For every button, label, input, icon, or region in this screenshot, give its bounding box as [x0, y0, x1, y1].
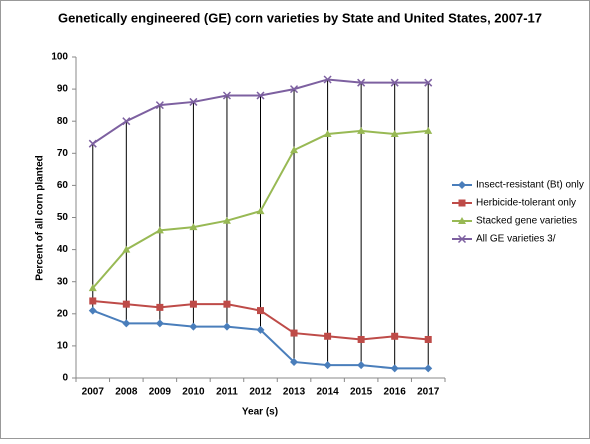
- y-axis-label: Percent of all corn planted: [35, 155, 46, 281]
- point: [323, 130, 332, 138]
- legend-label: Insect-resistant (Bt) only: [476, 180, 584, 191]
- point: [323, 361, 332, 370]
- legend-marker: [458, 199, 466, 207]
- point: [324, 332, 332, 340]
- point: [155, 101, 164, 110]
- x-tick-label: 2010: [182, 387, 205, 398]
- point: [189, 300, 197, 308]
- point: [424, 335, 432, 343]
- chart-title: Genetically engineered (GE) corn varieti…: [58, 10, 542, 25]
- x-tick-label: 2012: [249, 387, 272, 398]
- point: [290, 146, 299, 154]
- y-tick-label: 100: [51, 52, 68, 63]
- y-tick-label: 10: [57, 341, 69, 352]
- point: [257, 307, 264, 315]
- point: [290, 357, 299, 366]
- x-tick-label: 2009: [149, 387, 172, 398]
- point: [424, 364, 433, 373]
- x-tick-label: 2014: [316, 387, 339, 398]
- point: [223, 300, 231, 308]
- y-tick-label: 70: [57, 148, 69, 159]
- y-tick-label: 60: [57, 180, 69, 191]
- y-tick-label: 50: [57, 212, 69, 223]
- legend-marker: [458, 217, 466, 224]
- point: [256, 325, 265, 334]
- point: [189, 223, 198, 231]
- x-tick-label: 2013: [283, 387, 306, 398]
- point: [290, 85, 299, 94]
- x-tick-label: 2016: [384, 387, 407, 398]
- point: [122, 117, 131, 126]
- point: [88, 306, 97, 315]
- legend-label: Stacked gene varieties: [476, 216, 577, 227]
- y-tick-label: 0: [62, 373, 68, 384]
- legend-marker: [457, 234, 467, 244]
- point: [357, 361, 366, 370]
- point: [189, 322, 198, 331]
- point: [122, 300, 130, 308]
- y-tick-label: 20: [57, 308, 69, 319]
- x-tick-label: 2011: [216, 387, 238, 398]
- x-tick-label: 2008: [115, 387, 138, 398]
- point: [222, 216, 231, 224]
- point: [357, 126, 366, 134]
- point: [390, 130, 399, 138]
- y-tick-label: 40: [57, 244, 69, 255]
- point: [290, 329, 298, 337]
- point: [391, 332, 399, 340]
- point: [122, 245, 131, 253]
- point: [357, 78, 366, 87]
- point: [88, 139, 97, 148]
- point: [390, 78, 399, 87]
- point: [256, 91, 265, 100]
- x-axis-label: Year (s): [242, 407, 278, 418]
- point: [222, 91, 231, 100]
- point: [323, 75, 332, 84]
- point: [256, 207, 265, 215]
- point: [222, 322, 231, 331]
- point: [357, 335, 365, 343]
- legend-label: All GE varieties 3/: [476, 234, 556, 245]
- y-tick-label: 90: [57, 84, 69, 95]
- point: [88, 284, 97, 292]
- point: [390, 364, 399, 373]
- point: [424, 78, 433, 87]
- legend-marker: [458, 181, 466, 189]
- x-tick-label: 2007: [82, 387, 105, 398]
- y-tick-label: 80: [57, 116, 69, 127]
- y-tick-label: 30: [57, 276, 69, 287]
- point: [156, 303, 164, 311]
- point: [155, 226, 164, 234]
- point: [189, 97, 198, 106]
- legend-label: Herbicide-tolerant only: [476, 198, 576, 209]
- point: [155, 319, 164, 328]
- point: [89, 297, 97, 305]
- x-tick-label: 2017: [417, 387, 440, 398]
- point: [122, 319, 131, 328]
- point: [424, 126, 433, 134]
- x-tick-label: 2015: [350, 387, 373, 398]
